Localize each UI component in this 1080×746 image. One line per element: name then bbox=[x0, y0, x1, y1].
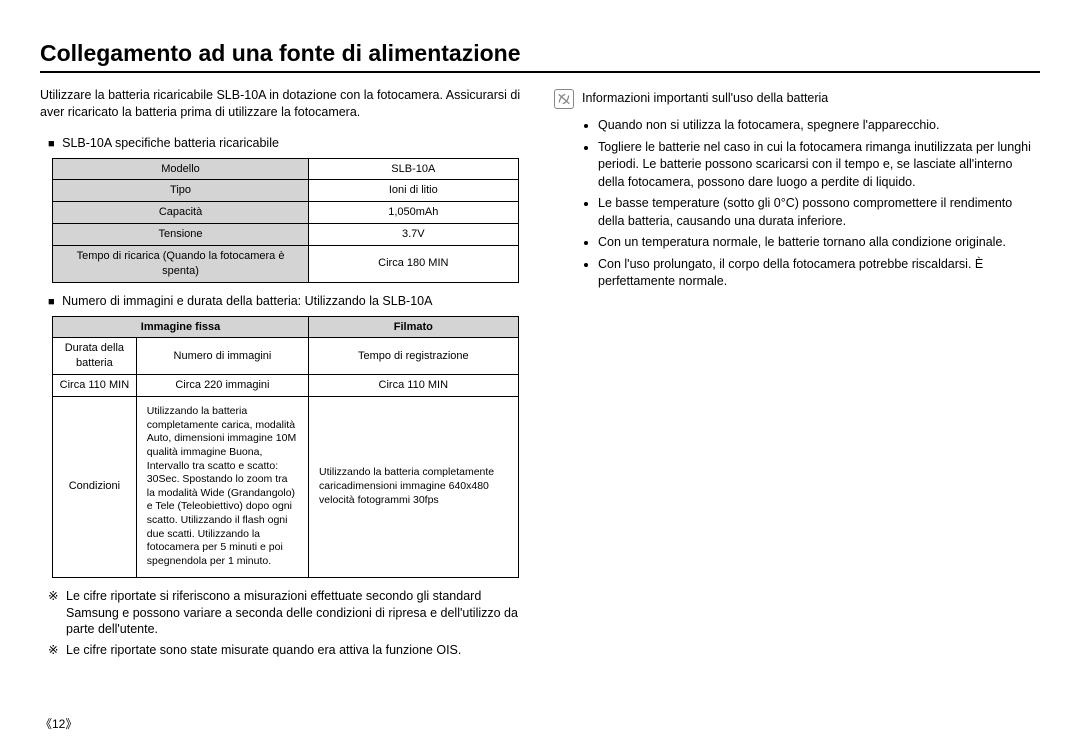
left-column: Utilizzare la batteria ricaricabile SLB-… bbox=[40, 87, 526, 663]
spec-label: Modello bbox=[53, 158, 309, 180]
spec-value: 1,050mAh bbox=[309, 202, 519, 224]
cond-movie: Utilizzando la batteria completamente ca… bbox=[309, 396, 519, 577]
reference-mark-icon: ※ bbox=[48, 642, 66, 659]
list-item: Le basse temperature (sotto gli 0°C) pos… bbox=[598, 195, 1040, 230]
spec-heading: ■ SLB-10A specifiche batteria ricaricabi… bbox=[48, 135, 526, 152]
spec-heading-text: SLB-10A specifiche batteria ricaricabile bbox=[62, 136, 279, 150]
footnote: ※ Le cifre riportate sono state misurate… bbox=[48, 642, 526, 659]
spec-value: 3.7V bbox=[309, 224, 519, 246]
usage-cell: Circa 110 MIN bbox=[53, 375, 137, 397]
table-row: Capacità1,050mAh bbox=[53, 202, 519, 224]
square-bullet-icon: ■ bbox=[48, 296, 55, 308]
spec-value: SLB-10A bbox=[309, 158, 519, 180]
page-title: Collegamento ad una fonte di alimentazio… bbox=[40, 40, 1040, 73]
list-item: Quando non si utilizza la fotocamera, sp… bbox=[598, 117, 1040, 135]
spec-label: Capacità bbox=[53, 202, 309, 224]
intro-text: Utilizzare la batteria ricaricabile SLB-… bbox=[40, 87, 526, 121]
table-row: Immagine fissa Filmato bbox=[53, 316, 519, 338]
usage-cell: Tempo di registrazione bbox=[309, 338, 519, 375]
spec-value: Circa 180 MIN bbox=[309, 246, 519, 283]
square-bullet-icon: ■ bbox=[48, 138, 55, 150]
page-number: 《12》 bbox=[40, 715, 77, 732]
content-columns: Utilizzare la batteria ricaricabile SLB-… bbox=[40, 87, 1040, 663]
list-item: Con un temperatura normale, le batterie … bbox=[598, 234, 1040, 252]
footnote-text: Le cifre riportate si riferiscono a misu… bbox=[66, 588, 526, 639]
spec-value: Ioni di litio bbox=[309, 180, 519, 202]
note-icon bbox=[554, 89, 574, 109]
spec-table: ModelloSLB-10A TipoIoni di litio Capacit… bbox=[52, 158, 519, 283]
info-title: Informazioni importanti sull'uso della b… bbox=[582, 90, 828, 107]
table-row: Tempo di ricarica (Quando la fotocamera … bbox=[53, 246, 519, 283]
right-column: Informazioni importanti sull'uso della b… bbox=[554, 87, 1040, 663]
info-header: Informazioni importanti sull'uso della b… bbox=[554, 87, 1040, 109]
usage-cell: Durata della batteria bbox=[53, 338, 137, 375]
usage-head-still: Immagine fissa bbox=[53, 316, 309, 338]
usage-heading-text: Numero di immagini e durata della batter… bbox=[62, 294, 432, 308]
table-row: ModelloSLB-10A bbox=[53, 158, 519, 180]
footnote-text: Le cifre riportate sono state misurate q… bbox=[66, 642, 461, 659]
list-item: Togliere le batterie nel caso in cui la … bbox=[598, 139, 1040, 192]
footnote: ※ Le cifre riportate si riferiscono a mi… bbox=[48, 588, 526, 639]
table-row: Tensione3.7V bbox=[53, 224, 519, 246]
usage-cell: Circa 110 MIN bbox=[309, 375, 519, 397]
usage-cell: Numero di immagini bbox=[136, 338, 308, 375]
cond-still: Utilizzando la batteria completamente ca… bbox=[136, 396, 308, 577]
spec-label: Tensione bbox=[53, 224, 309, 246]
footnotes: ※ Le cifre riportate si riferiscono a mi… bbox=[40, 588, 526, 660]
table-row: Durata della batteria Numero di immagini… bbox=[53, 338, 519, 375]
table-row: TipoIoni di litio bbox=[53, 180, 519, 202]
reference-mark-icon: ※ bbox=[48, 588, 66, 639]
spec-label: Tempo di ricarica (Quando la fotocamera … bbox=[53, 246, 309, 283]
table-row: Circa 110 MIN Circa 220 immagini Circa 1… bbox=[53, 375, 519, 397]
table-row: Condizioni Utilizzando la batteria compl… bbox=[53, 396, 519, 577]
usage-head-movie: Filmato bbox=[309, 316, 519, 338]
list-item: Con l'uso prolungato, il corpo della fot… bbox=[598, 256, 1040, 291]
cond-label: Condizioni bbox=[53, 396, 137, 577]
spec-label: Tipo bbox=[53, 180, 309, 202]
info-bullets: Quando non si utilizza la fotocamera, sp… bbox=[598, 117, 1040, 291]
usage-heading: ■ Numero di immagini e durata della batt… bbox=[48, 293, 526, 310]
usage-cell: Circa 220 immagini bbox=[136, 375, 308, 397]
usage-table: Immagine fissa Filmato Durata della batt… bbox=[52, 316, 519, 578]
